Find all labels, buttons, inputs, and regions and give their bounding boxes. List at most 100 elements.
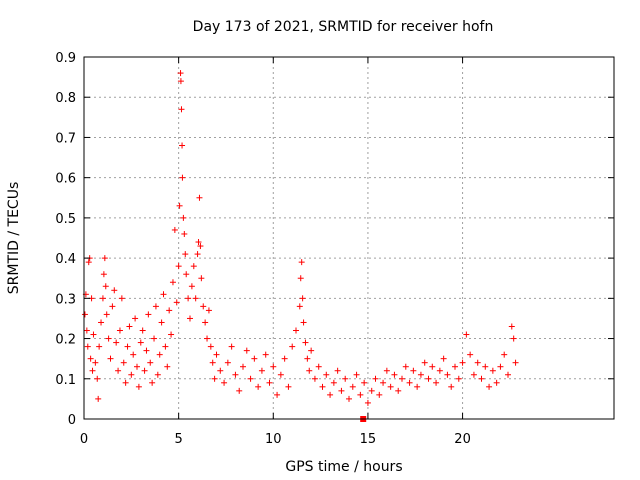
chart-title: Day 173 of 2021, SRMTID for receiver hof… (193, 19, 494, 35)
data-point (102, 283, 109, 290)
data-point (141, 367, 148, 374)
data-point (463, 331, 470, 338)
plot-frame (83, 56, 615, 420)
data-point (372, 375, 379, 382)
data-point (178, 106, 185, 113)
data-point (160, 291, 167, 298)
data-point (179, 174, 186, 181)
data-point (251, 355, 258, 362)
data-point (342, 375, 349, 382)
y-tick-label: 0.3 (55, 292, 76, 307)
data-point (162, 343, 169, 350)
data-point (109, 303, 116, 310)
data-point (132, 315, 139, 322)
data-point (387, 383, 394, 390)
data-point (452, 363, 458, 370)
data-point (130, 351, 137, 358)
data-point (486, 383, 493, 390)
data-point (497, 363, 504, 370)
data-point (164, 363, 171, 370)
data-point (166, 307, 173, 314)
data-point (380, 379, 387, 386)
data-point (232, 371, 239, 378)
data-point (213, 351, 220, 358)
data-point (190, 263, 197, 270)
data-point (180, 214, 187, 221)
data-point (270, 363, 277, 370)
data-point (183, 271, 190, 278)
data-point (113, 339, 120, 346)
data-point (425, 375, 432, 382)
data-point (323, 371, 330, 378)
data-point (211, 375, 218, 382)
data-points (81, 70, 519, 422)
data-point (87, 355, 94, 362)
data-point (99, 295, 106, 302)
data-point (204, 335, 211, 342)
data-point (383, 367, 390, 374)
data-point (209, 359, 216, 366)
data-point (300, 319, 307, 326)
data-point (508, 323, 515, 330)
data-point (353, 371, 360, 378)
data-point (470, 371, 477, 378)
data-point (444, 371, 451, 378)
data-point (89, 367, 96, 374)
data-point (169, 279, 176, 286)
data-point (376, 391, 383, 398)
data-point (152, 303, 159, 310)
data-point (467, 351, 474, 358)
data-point (137, 339, 144, 346)
data-point (139, 327, 146, 334)
data-point (111, 287, 118, 294)
data-point (364, 399, 371, 406)
data-point (198, 275, 205, 282)
y-tick-label: 0.2 (55, 333, 76, 348)
data-point (158, 319, 165, 326)
x-tick-label: 15 (360, 432, 377, 447)
data-point (175, 263, 182, 270)
data-point (96, 343, 103, 350)
data-point (168, 331, 175, 338)
data-point (196, 194, 203, 201)
data-point (100, 271, 107, 278)
data-point (478, 375, 485, 382)
data-point (173, 299, 180, 306)
data-point (154, 371, 161, 378)
data-point (505, 371, 511, 378)
data-point (482, 363, 489, 370)
data-point (236, 387, 243, 394)
data-point (101, 255, 108, 262)
data-point (293, 327, 299, 334)
x-tick-label: 20 (454, 432, 471, 447)
data-point (194, 251, 201, 258)
data-point (474, 359, 481, 366)
data-point (346, 395, 352, 402)
data-point (171, 226, 178, 233)
x-tick-label: 0 (80, 432, 88, 447)
data-point (177, 70, 184, 77)
data-point (395, 387, 402, 394)
data-point (149, 379, 156, 386)
data-point (243, 347, 250, 354)
y-tick-label: 0.4 (55, 252, 76, 267)
data-point (493, 379, 500, 386)
data-point (192, 295, 199, 302)
data-point (217, 367, 224, 374)
data-point (240, 363, 246, 370)
data-point (177, 78, 184, 85)
data-point (207, 343, 214, 350)
data-point (84, 343, 91, 350)
data-point (147, 359, 154, 366)
data-point (330, 379, 337, 386)
data-point (187, 315, 193, 322)
data-point (302, 339, 309, 346)
data-point (304, 355, 311, 362)
data-point (433, 379, 440, 386)
data-point (410, 367, 417, 374)
data-point (107, 355, 114, 362)
data-point (185, 295, 192, 302)
data-point (399, 375, 405, 382)
y-tick-label: 0.6 (55, 172, 76, 187)
data-point (361, 379, 368, 386)
